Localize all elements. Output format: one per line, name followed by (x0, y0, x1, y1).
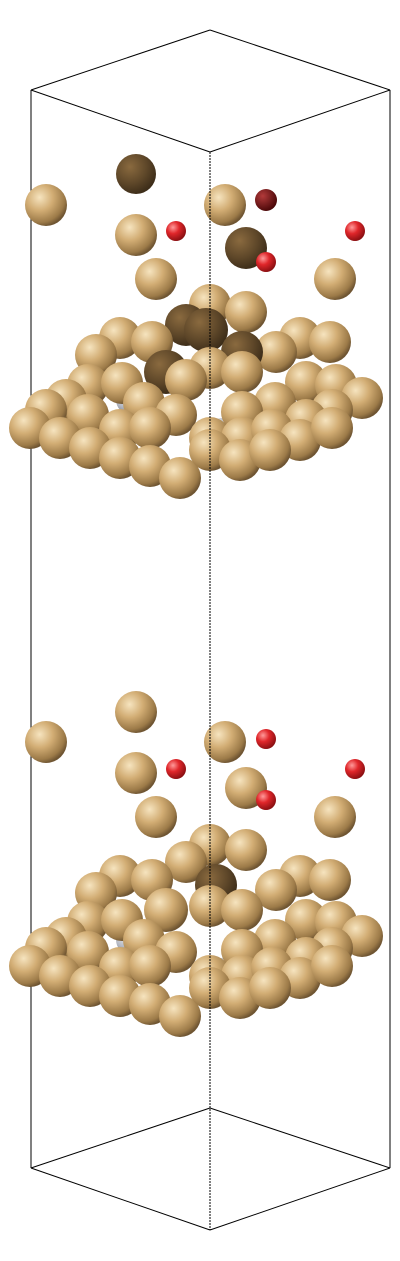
gold-atom (159, 457, 201, 499)
gold-atom (309, 321, 351, 363)
gold-atom (311, 945, 353, 987)
gold-atom (129, 407, 171, 449)
gold-atom (67, 394, 109, 436)
oxygen-atom (256, 729, 276, 749)
gold-atom (249, 967, 291, 1009)
gold-atom (116, 154, 156, 194)
upper-slab-atoms (9, 154, 383, 499)
gold-atom (221, 351, 263, 393)
oxygen-atom (256, 790, 276, 810)
oxygen-atom (166, 759, 186, 779)
gold-atom (25, 184, 67, 226)
oxygen-atom (256, 252, 276, 272)
oxygen-atom (345, 759, 365, 779)
gold-atom (135, 796, 177, 838)
gold-atom (184, 308, 228, 352)
gold-atom (314, 796, 356, 838)
gold-atom (249, 429, 291, 471)
gold-atom (309, 859, 351, 901)
atom-layer (9, 154, 383, 1037)
gold-atom (165, 841, 207, 883)
gold-atom (225, 829, 267, 871)
gold-atom (135, 258, 177, 300)
gold-atom (255, 869, 297, 911)
gold-atom (225, 227, 267, 269)
gold-atom (159, 995, 201, 1037)
gold-atom (311, 407, 353, 449)
gold-atom (165, 359, 207, 401)
oxygen-atom (255, 189, 277, 211)
gold-atom (115, 752, 157, 794)
simulation-cell-front-edges (30, 89, 391, 1231)
simulation-cell-back-edges (30, 29, 391, 1169)
gold-atom (225, 291, 267, 333)
gold-atom (314, 258, 356, 300)
gold-atom (221, 889, 263, 931)
gold-atom (115, 214, 157, 256)
oxygen-atom (166, 221, 186, 241)
gold-atom (285, 899, 327, 941)
gold-atom (204, 721, 246, 763)
gold-atom (115, 691, 157, 733)
gold-atom (255, 331, 297, 373)
gold-atom (204, 184, 246, 226)
gold-atom (129, 945, 171, 987)
lower-slab-atoms (9, 691, 383, 1037)
oxygen-atom (345, 221, 365, 241)
gold-atom (25, 721, 67, 763)
gold-atom (144, 888, 188, 932)
gold-atom (67, 931, 109, 973)
